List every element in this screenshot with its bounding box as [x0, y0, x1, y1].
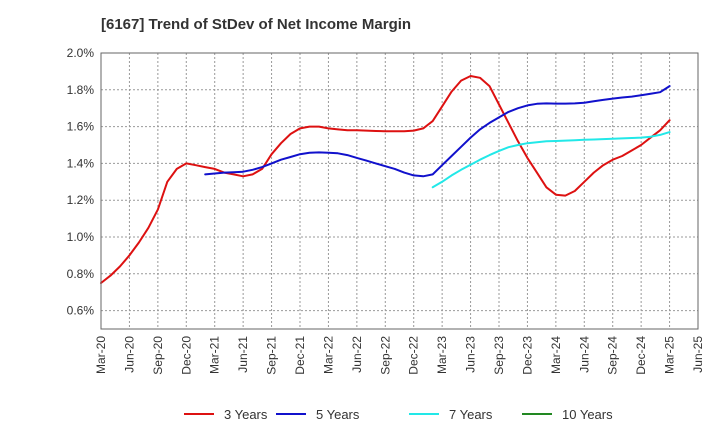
x-tick-label: Jun-22: [350, 336, 364, 373]
y-axis-ticks: 0.6% 0.8% 1.0% 1.2% 1.4% 1.6% 1.8% 2.0%: [67, 46, 95, 318]
x-tick-label: Mar-22: [321, 336, 335, 374]
series-lines: [100, 75, 671, 284]
x-tick-label: Dec-23: [520, 336, 534, 375]
legend-label: 10 Years: [562, 407, 613, 422]
y-tick-label: 1.6%: [67, 120, 95, 134]
chart-title: [6167] Trend of StDev of Net Income Marg…: [101, 16, 412, 33]
x-tick-label: Mar-21: [208, 336, 222, 374]
series-line: [431, 131, 671, 189]
x-tick-label: Mar-25: [663, 336, 677, 374]
y-tick-label: 1.8%: [67, 83, 95, 97]
x-tick-label: Jun-21: [236, 336, 250, 373]
plot-frame: [100, 52, 699, 330]
x-tick-label: Jun-25: [691, 336, 705, 373]
y-tick-label: 0.8%: [67, 267, 95, 281]
x-axis-ticks: Mar-20 Jun-20 Sep-20 Dec-20 Mar-21 Jun-21 Sep-…: [94, 336, 705, 375]
legend-label: 3 Years: [224, 407, 268, 422]
x-tick-label: Jun-24: [577, 336, 591, 373]
y-tick-label: 2.0%: [67, 46, 95, 60]
grid-lines: [101, 53, 698, 329]
y-tick-label: 0.6%: [67, 304, 95, 318]
y-tick-label: 1.2%: [67, 193, 95, 207]
x-tick-label: Dec-22: [407, 336, 421, 375]
legend: 3 Years 5 Years 7 Years 10 Years: [184, 407, 613, 422]
legend-label: 5 Years: [316, 407, 360, 422]
x-tick-label: Sep-23: [492, 336, 506, 375]
x-tick-label: Dec-21: [293, 336, 307, 375]
y-tick-label: 1.4%: [67, 156, 95, 170]
y-tick-label: 1.0%: [67, 230, 95, 244]
x-tick-label: Dec-20: [179, 336, 193, 375]
x-tick-label: Jun-23: [464, 336, 478, 373]
legend-label: 7 Years: [449, 407, 493, 422]
x-tick-label: Jun-20: [122, 336, 136, 373]
x-tick-label: Mar-24: [549, 336, 563, 374]
x-tick-label: Sep-24: [606, 336, 620, 375]
x-tick-label: Mar-20: [94, 336, 108, 374]
series-line: [204, 85, 671, 178]
x-tick-label: Mar-23: [435, 336, 449, 374]
series-line: [100, 75, 671, 284]
x-tick-label: Sep-22: [378, 336, 392, 375]
x-tick-label: Sep-21: [265, 336, 279, 375]
x-tick-label: Dec-24: [634, 336, 648, 375]
x-tick-label: Sep-20: [151, 336, 165, 375]
plot-area: [101, 53, 698, 329]
